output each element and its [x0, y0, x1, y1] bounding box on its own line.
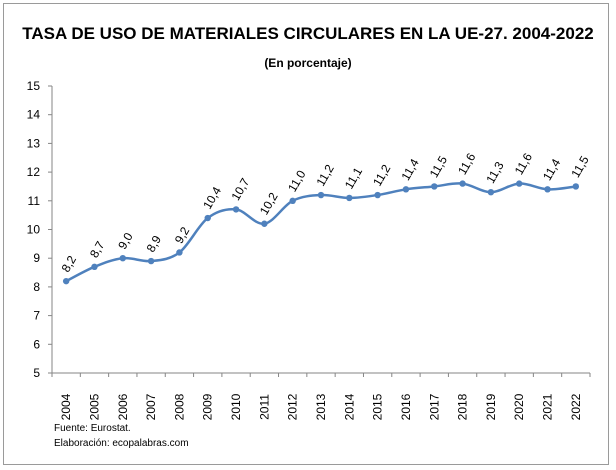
- chart-title: TASA DE USO DE MATERIALES CIRCULARES EN …: [22, 24, 594, 43]
- data-label: 11,2: [370, 162, 394, 189]
- data-point: [91, 263, 98, 271]
- data-label: 8,2: [59, 253, 80, 275]
- y-tick-label: 11: [28, 194, 41, 208]
- data-label: 11,1: [342, 165, 366, 192]
- x-tick-label: 2007: [144, 393, 158, 420]
- data-label: 10,7: [229, 175, 253, 203]
- data-label: 11,6: [512, 150, 536, 177]
- data-point: [516, 180, 523, 187]
- x-tick-label: 2022: [569, 393, 583, 420]
- x-tick-label: 2009: [201, 393, 215, 420]
- x-tick-label: 2010: [229, 393, 243, 420]
- y-tick-label: 8: [33, 280, 40, 294]
- data-label: 11,5: [568, 153, 592, 180]
- data-label: 11,2: [313, 162, 337, 189]
- data-point: [289, 197, 296, 204]
- x-tick-label: 2019: [484, 393, 498, 420]
- y-tick-label: 6: [33, 337, 40, 351]
- data-label: 8,9: [144, 233, 165, 255]
- x-tick-label: 2004: [59, 393, 73, 420]
- x-tick-label: 2008: [172, 393, 186, 420]
- credit-note: Elaboración: ecopalabras.com: [54, 438, 189, 449]
- chart-frame: [3, 3, 609, 465]
- data-point: [204, 214, 211, 222]
- y-tick-label: 13: [27, 136, 41, 150]
- data-point: [176, 249, 183, 256]
- data-label: 10,4: [200, 184, 224, 212]
- data-label: 11,5: [427, 153, 451, 180]
- x-tick-label: 2011: [257, 394, 271, 420]
- data-label: 11,0: [285, 168, 309, 195]
- data-label: 11,6: [455, 150, 479, 177]
- data-point: [402, 186, 410, 193]
- y-tick-label: 10: [27, 223, 41, 237]
- data-point: [374, 191, 381, 199]
- data-point: [119, 255, 126, 262]
- x-tick-label: 2013: [314, 393, 328, 420]
- x-tick-label: 2020: [512, 393, 526, 420]
- chart-subtitle: (En porcentaje): [264, 56, 352, 70]
- data-label: 9,0: [115, 230, 136, 252]
- y-tick-label: 12: [27, 165, 41, 179]
- data-point: [317, 191, 325, 199]
- y-tick-label: 7: [33, 309, 40, 323]
- x-tick-label: 2006: [116, 393, 130, 420]
- x-tick-label: 2018: [456, 393, 470, 420]
- x-tick-label: 2012: [286, 393, 300, 420]
- x-tick-label: 2014: [342, 393, 356, 420]
- data-label: 11,4: [398, 156, 422, 183]
- y-tick-label: 15: [27, 79, 41, 93]
- x-tick-label: 2005: [87, 393, 101, 420]
- data-point: [346, 194, 353, 202]
- data-point: [431, 183, 438, 190]
- data-point: [572, 183, 580, 190]
- data-point: [459, 180, 466, 187]
- y-tick-label: 5: [33, 366, 40, 380]
- data-point: [261, 220, 268, 227]
- data-point: [544, 186, 551, 193]
- y-tick-label: 9: [33, 251, 40, 265]
- x-tick-label: 2015: [371, 393, 385, 420]
- data-point: [487, 188, 495, 196]
- x-tick-label: 2017: [427, 393, 441, 420]
- y-tick-label: 14: [27, 108, 41, 122]
- data-label: 8,7: [87, 239, 108, 261]
- data-point: [62, 277, 70, 285]
- source-note: Fuente: Eurostat.: [54, 423, 131, 434]
- data-point: [232, 206, 240, 213]
- x-tick-label: 2021: [541, 393, 555, 420]
- data-label: 11,3: [483, 159, 507, 186]
- x-tick-label: 2016: [399, 393, 413, 420]
- data-label: 11,4: [540, 156, 564, 183]
- data-point: [147, 257, 155, 265]
